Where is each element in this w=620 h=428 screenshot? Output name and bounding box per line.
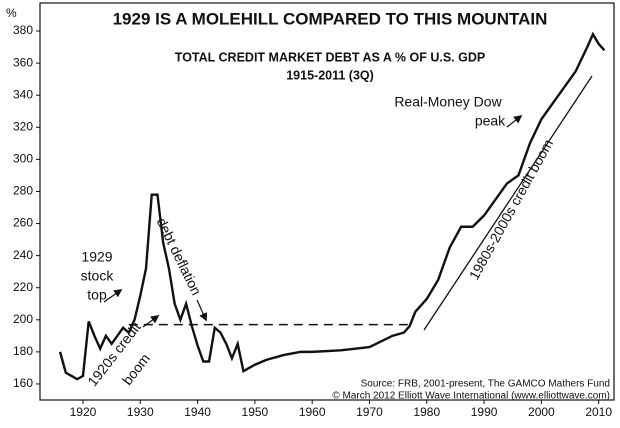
x-tick-label: 2010 (585, 405, 612, 419)
y-tick-label: 280 (13, 184, 33, 198)
y-tick-label: 340 (13, 87, 33, 101)
y-tick-label: 300 (13, 152, 33, 166)
y-tick-label: 180 (13, 344, 33, 358)
annotation: stock (81, 268, 115, 284)
y-tick-label: 200 (13, 312, 33, 326)
x-tick-label: 1970 (356, 405, 383, 419)
x-tick-label: 1990 (471, 405, 498, 419)
source-note: Source: FRB, 2001-present, The GAMCO Mat… (361, 379, 610, 390)
annotation: peak (475, 113, 506, 129)
chart-subtitle: TOTAL CREDIT MARKET DEBT AS A % OF U.S. … (175, 50, 485, 64)
chart-subtitle: 1915-2011 (3Q) (286, 68, 374, 82)
chart-title: 1929 IS A MOLEHILL COMPARED TO THIS MOUN… (113, 9, 548, 28)
annotation: 1929 (81, 249, 112, 265)
trend-line (423, 75, 593, 331)
annotation-arrow (506, 114, 523, 128)
annotation: boom (119, 350, 153, 387)
y-tick-label: 260 (13, 216, 33, 230)
annotation: Real-Money Dow (394, 94, 502, 110)
x-tick-label: 1930 (127, 405, 154, 419)
x-tick-label: 1920 (70, 405, 97, 419)
data-line (58, 31, 606, 381)
y-tick-label: 320 (13, 119, 33, 133)
y-tick-label: 380 (13, 23, 33, 37)
x-tick-label: 1950 (242, 405, 269, 419)
x-tick-label: 1980 (413, 405, 440, 419)
plot-frame (39, 2, 615, 401)
x-tick-label: 1960 (299, 405, 326, 419)
annotation-arrow (103, 289, 123, 303)
annotation: top (87, 287, 107, 303)
x-tick-label: 1940 (184, 405, 211, 419)
y-tick-label: 360 (13, 55, 33, 69)
source-note: © March 2012 Elliott Wave International … (332, 391, 610, 402)
y-tick-label: 240 (13, 248, 33, 262)
y-axis-label: % (6, 6, 17, 20)
annotation: 1980s-2000s credit boom (466, 136, 557, 282)
y-tick-label: 160 (13, 376, 33, 390)
annotation-arrow (196, 299, 208, 322)
y-tick-label: 220 (13, 280, 33, 294)
x-tick-label: 2000 (528, 405, 555, 419)
